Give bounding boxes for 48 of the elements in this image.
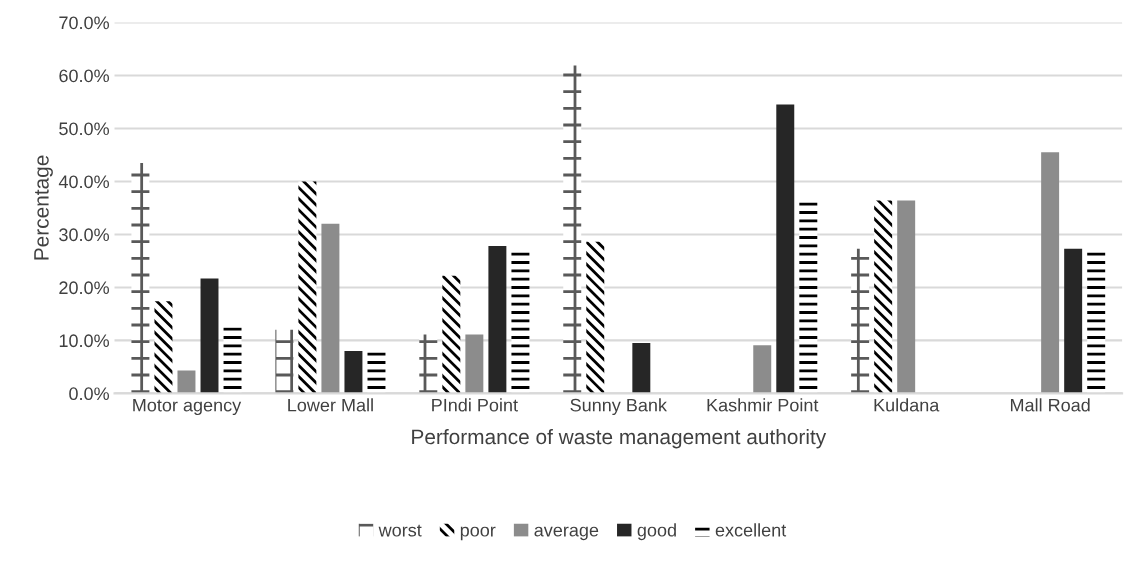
bar (1041, 152, 1060, 394)
bar (874, 200, 893, 394)
bar (131, 162, 150, 394)
bar (1064, 248, 1083, 394)
bar (298, 181, 317, 394)
bar (465, 334, 484, 394)
y-tick-label: 0.0% (69, 387, 109, 401)
x-tick-label: Motor agency (133, 398, 242, 416)
y-tick-label: 30.0% (59, 228, 109, 242)
x-axis-title: Performance of waste management authority (412, 428, 827, 449)
bar (511, 250, 530, 394)
x-tick-label: Sunny Bank (570, 398, 668, 416)
bar (321, 223, 340, 394)
bar (367, 352, 386, 394)
bar (897, 200, 916, 394)
bar (632, 343, 651, 394)
bar (488, 246, 507, 394)
legend-label: average (534, 526, 599, 541)
y-tick-label: 50.0% (59, 122, 109, 136)
bar (419, 334, 438, 394)
bar (851, 248, 870, 394)
x-tick-label: Kuldana (874, 398, 940, 412)
bar (563, 65, 582, 394)
bar (177, 370, 196, 394)
y-tick-label: 70.0% (59, 16, 109, 30)
bar (799, 200, 818, 394)
y-tick-label: 40.0% (58, 175, 109, 189)
y-tick-label: 60.0% (59, 69, 109, 83)
x-tick-label: Kashmir Point (707, 398, 819, 412)
bar (154, 301, 173, 394)
x-tick-label: Mall Road (1010, 398, 1090, 412)
legend-label: excellent (715, 523, 787, 537)
bar (442, 275, 461, 394)
bar (344, 351, 363, 394)
y-tick-label: 20.0% (59, 281, 109, 295)
bar (586, 241, 605, 394)
legend-label: good (637, 523, 676, 541)
legend-label: poor (460, 526, 496, 541)
bar (200, 278, 219, 394)
bar (223, 327, 242, 394)
legend-label: worst (378, 524, 422, 537)
bar (776, 104, 795, 394)
bar (275, 329, 294, 394)
y-tick-label: 10.0% (59, 334, 109, 348)
bar (753, 345, 772, 394)
x-tick-label: PIndi Point (432, 398, 518, 412)
x-tick-label: Lower Mall (288, 398, 373, 412)
y-axis-title: Percentage (34, 155, 53, 260)
